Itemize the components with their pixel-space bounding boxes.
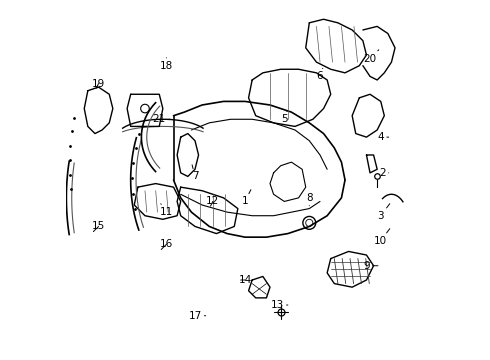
Text: 2: 2: [379, 168, 389, 178]
Text: 21: 21: [153, 114, 170, 124]
Text: 14: 14: [238, 275, 252, 285]
Text: 17: 17: [188, 311, 206, 321]
Text: 18: 18: [160, 58, 173, 71]
Text: 15: 15: [92, 221, 105, 231]
Text: 6: 6: [317, 68, 323, 81]
Text: 5: 5: [281, 111, 288, 124]
Text: 20: 20: [364, 50, 379, 64]
Text: 13: 13: [270, 300, 288, 310]
Text: 4: 4: [377, 132, 389, 142]
Text: 11: 11: [160, 204, 173, 217]
Text: 7: 7: [192, 165, 198, 181]
Text: 8: 8: [306, 193, 313, 206]
Text: 10: 10: [374, 229, 390, 246]
Text: 1: 1: [242, 190, 251, 206]
Text: 3: 3: [377, 204, 390, 221]
Text: 12: 12: [206, 197, 220, 206]
Text: 19: 19: [92, 78, 105, 89]
Text: 9: 9: [363, 261, 378, 271]
Text: 16: 16: [160, 239, 173, 249]
